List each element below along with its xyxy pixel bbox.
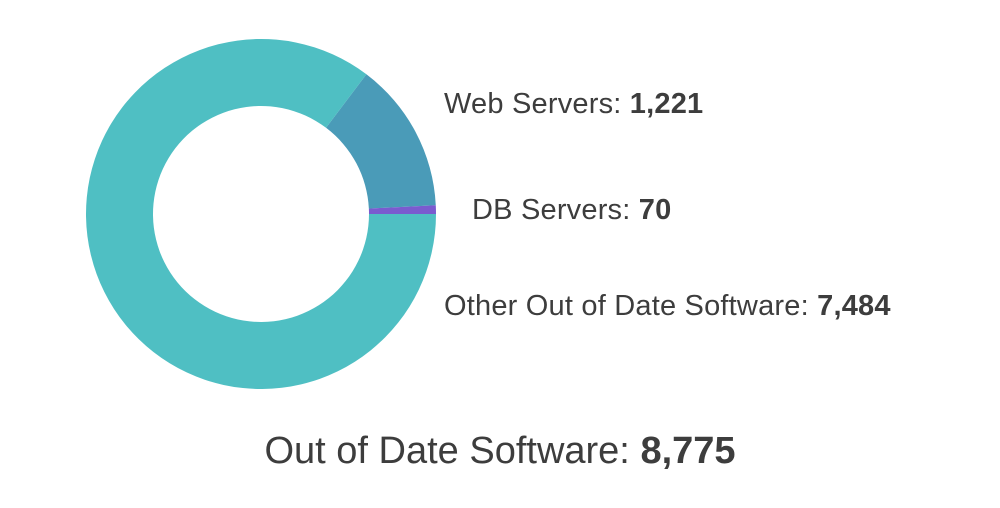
slice-other-software — [86, 39, 436, 390]
legend-db-servers-value: 70 — [638, 194, 672, 226]
slice-web-servers — [326, 74, 436, 209]
legend-web-servers-value: 1,221 — [629, 88, 704, 120]
legend-db-servers-label: DB Servers: — [472, 194, 639, 226]
legend-web-servers: Web Servers: 1,221 — [444, 88, 703, 121]
slice-db-servers — [368, 205, 436, 214]
total-summary: Out of Date Software: 8,775 — [0, 430, 1000, 473]
legend-other-software-label: Other Out of Date Software: — [444, 290, 818, 322]
legend-web-servers-label: Web Servers: — [444, 88, 630, 120]
legend-other-software: Other Out of Date Software: 7,484 — [444, 290, 891, 323]
legend-other-software-value: 7,484 — [817, 290, 891, 322]
total-label: Out of Date Software: — [264, 430, 641, 472]
legend-db-servers: DB Servers: 70 — [472, 194, 671, 227]
total-value: 8,775 — [640, 430, 736, 472]
